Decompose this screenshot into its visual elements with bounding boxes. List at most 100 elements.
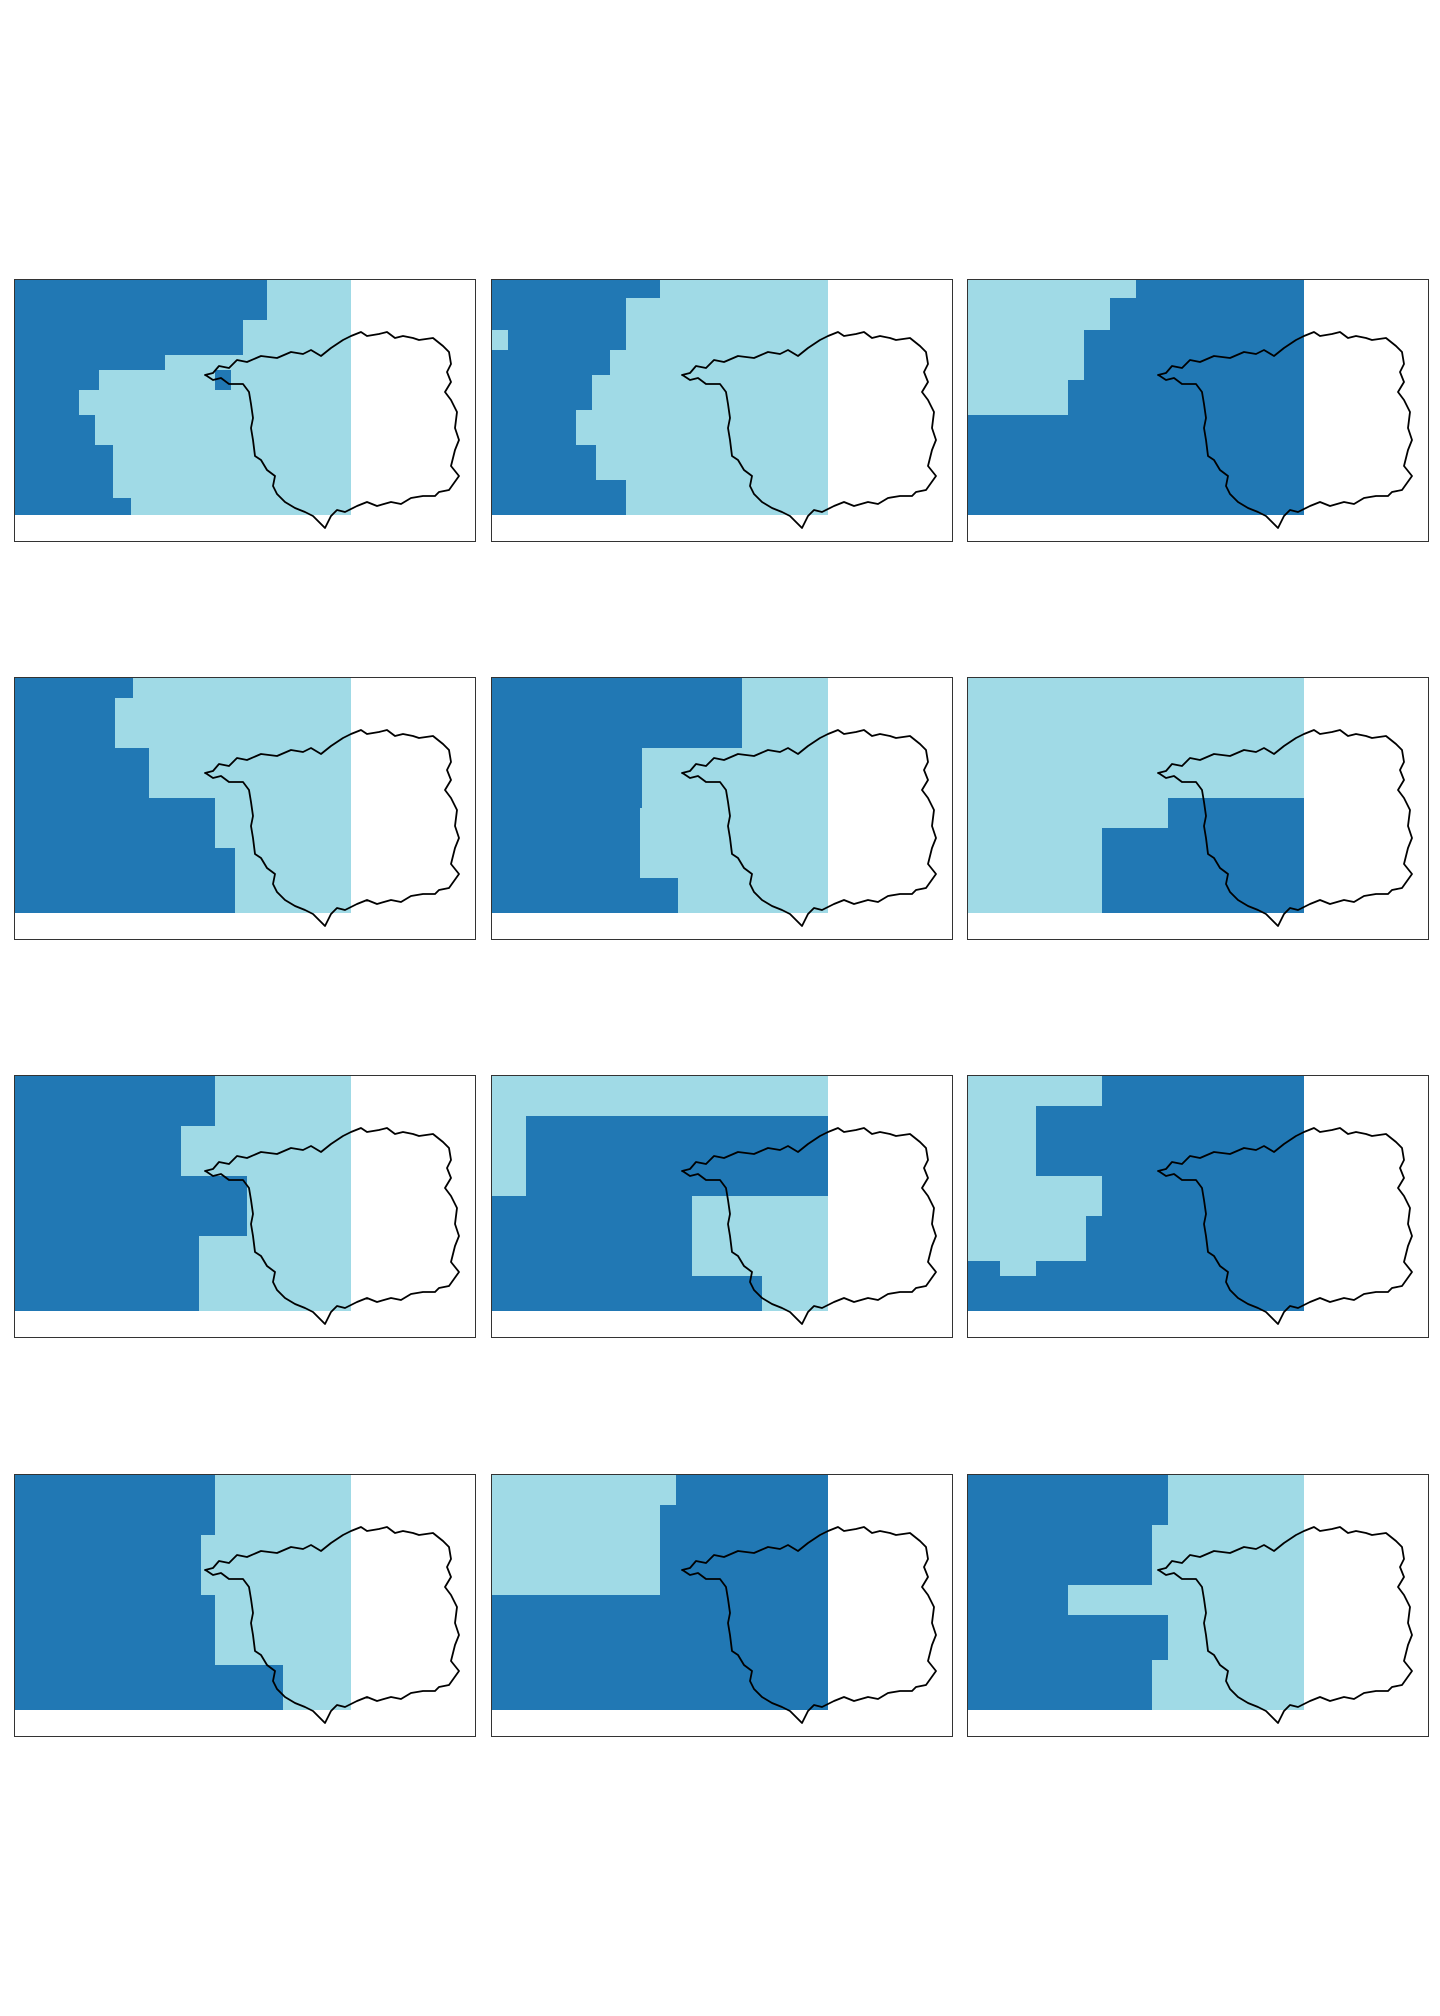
map-svg [492, 678, 937, 927]
raster-cell-class-a [492, 410, 576, 445]
raster-cell-class-a [15, 848, 235, 913]
raster-cell-class-b [592, 375, 828, 410]
raster-cell-class-b [610, 350, 828, 375]
raster-cell-class-b [968, 1216, 1086, 1261]
raster-cell-class-a [492, 298, 626, 330]
raster-cell-class-a [968, 1660, 1152, 1710]
region-boundary [681, 729, 937, 927]
raster-cell-class-a [492, 878, 678, 913]
region-boundary [681, 331, 937, 529]
map-svg [492, 1076, 937, 1325]
raster-cell-class-b [968, 298, 1110, 330]
raster-cell-class-b [1000, 1261, 1036, 1276]
map-svg [492, 280, 937, 529]
raster-cell-class-a [968, 1261, 1000, 1276]
map-panel [967, 677, 1429, 940]
map-panel [967, 279, 1429, 542]
raster-cell-class-b [113, 445, 351, 498]
map-panel [491, 1075, 953, 1338]
raster-cell-class-a [508, 330, 626, 350]
region-boundary [681, 1127, 937, 1325]
map-panel [967, 1474, 1429, 1737]
raster-cell-class-b [99, 370, 215, 390]
raster-cell-class-b [181, 1126, 351, 1176]
raster-cell-class-a [1084, 330, 1304, 380]
raster-cell-class-b [660, 280, 828, 298]
raster-cell-class-a [1110, 298, 1304, 330]
raster-cell-class-b [247, 1176, 351, 1236]
map-panel [491, 677, 953, 940]
raster-cell-class-b [1068, 1585, 1304, 1615]
raster-cell-class-a [968, 1525, 1152, 1585]
raster-cell-class-b [215, 1595, 351, 1665]
raster-cell-class-a [968, 415, 1304, 515]
raster-cell-class-b [215, 1076, 351, 1126]
raster-cell-class-b [626, 480, 828, 515]
raster-cell-class-a [15, 1176, 247, 1236]
map-svg [968, 1475, 1413, 1724]
raster-cell-class-a [526, 1116, 828, 1196]
raster-cell-class-a [15, 445, 113, 498]
raster-cell-class-a [492, 678, 742, 748]
raster-cell-class-a [15, 1535, 201, 1595]
raster-cell-class-b [642, 748, 828, 808]
raster-cell-class-b [231, 370, 351, 390]
raster-cell-class-a [1102, 1076, 1304, 1106]
raster-cell-class-a [15, 1236, 199, 1311]
raster-cell-class-a [968, 1276, 1304, 1311]
raster-cell-class-a [492, 480, 626, 515]
raster-cell-class-b [201, 1535, 351, 1595]
raster-cell-class-a [15, 748, 149, 798]
region-boundary [204, 729, 460, 927]
map-svg [15, 678, 460, 927]
raster-cell-class-b [149, 748, 351, 798]
raster-cell-class-b [968, 1076, 1102, 1106]
raster-cell-class-a [968, 1615, 1168, 1660]
raster-cell-class-b [968, 280, 1136, 298]
region-boundary [204, 1526, 460, 1724]
map-panel [14, 677, 476, 940]
region-boundary [1157, 1526, 1413, 1724]
raster-cell-class-a [1168, 798, 1304, 828]
raster-cell-class-b [133, 678, 351, 698]
raster-cell-class-b [95, 415, 351, 445]
raster-cell-class-a [492, 445, 596, 480]
raster-cell-class-b [968, 1106, 1036, 1176]
map-panel [14, 1075, 476, 1338]
map-panel [491, 1474, 953, 1737]
raster-cell-class-b [1168, 1475, 1304, 1525]
raster-cell-class-b [492, 1076, 828, 1116]
region-boundary [1157, 1127, 1413, 1325]
raster-cell-class-a [968, 1585, 1068, 1615]
raster-cell-class-a [15, 390, 79, 415]
raster-cell-class-a [15, 1076, 215, 1126]
map-svg [968, 280, 1413, 529]
map-panel [14, 279, 476, 542]
raster-cell-class-b [762, 1276, 828, 1311]
raster-cell-class-b [968, 380, 1068, 415]
raster-cell-class-b [79, 390, 351, 415]
raster-cell-class-b [968, 678, 1304, 798]
map-panel [967, 1075, 1429, 1338]
raster-cell-class-a [1036, 1261, 1304, 1276]
raster-cell-class-b [283, 1665, 351, 1710]
raster-cell-class-a [15, 678, 133, 698]
region-boundary [204, 331, 460, 529]
raster-cell-class-a [1102, 828, 1304, 913]
map-svg [15, 280, 460, 529]
map-svg [15, 1475, 460, 1724]
raster-cell-class-a [15, 1126, 181, 1176]
raster-cell-class-a [15, 1665, 283, 1710]
raster-cell-class-b [640, 808, 828, 878]
raster-cell-class-a [492, 748, 642, 808]
map-panel [491, 279, 953, 542]
raster-cell-class-b [968, 828, 1102, 913]
raster-cell-class-b [1152, 1525, 1304, 1585]
raster-cell-class-a [492, 1196, 692, 1276]
region-boundary [204, 1127, 460, 1325]
map-svg [15, 1076, 460, 1325]
raster-cell-class-b [243, 320, 351, 355]
map-panel [14, 1474, 476, 1737]
raster-cell-class-b [576, 410, 828, 445]
region-boundary [681, 1526, 937, 1724]
